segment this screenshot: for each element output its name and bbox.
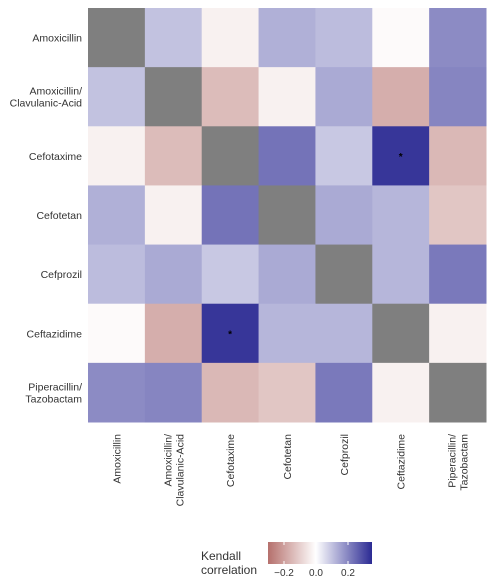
row-label: Cefprozil — [41, 269, 82, 281]
heatmap-cell — [258, 362, 316, 423]
heatmap-cell — [144, 185, 203, 246]
heatmap-cell — [144, 303, 203, 364]
heatmap-cell — [372, 244, 430, 305]
legend-tick-label: 0.2 — [341, 568, 355, 579]
heatmap-cell — [372, 185, 430, 246]
row-label: Amoxicillin/Clavulanic-Acid — [10, 86, 83, 110]
legend-title-line-2: correlation — [201, 563, 257, 577]
heatmap-cell — [144, 126, 203, 186]
column-label: Ceftazidime — [396, 434, 408, 490]
heatmap-cell — [258, 8, 316, 68]
column-label: Cefotaxime — [225, 434, 237, 487]
heatmap-cell — [258, 185, 316, 246]
legend-tick-label: 0.0 — [309, 568, 323, 579]
heatmap-cell — [88, 244, 146, 305]
heatmap-cell — [144, 8, 203, 68]
heatmap-cell — [201, 244, 260, 305]
heatmap-cell — [201, 67, 260, 127]
heatmap-cell — [88, 126, 146, 186]
heatmap-cell — [315, 67, 373, 127]
heatmap-cell — [201, 126, 260, 186]
row-label: Ceftazidime — [27, 328, 83, 340]
heatmap-cell — [315, 303, 373, 364]
heatmap-cell — [88, 185, 146, 246]
legend: Kendall correlation −0.2 0.0 0.2 — [201, 542, 372, 579]
heatmap-cell — [429, 126, 487, 186]
heatmap-cell — [88, 67, 146, 127]
heatmap-cell — [88, 8, 146, 68]
column-label: Piperacillin/Tazobactam — [447, 434, 471, 491]
heatmap-cell — [144, 244, 203, 305]
heatmap-cell — [372, 362, 430, 423]
column-label: Cefprozil — [339, 434, 351, 475]
legend-tick-label: −0.2 — [274, 568, 294, 579]
heatmap-cell — [88, 362, 146, 423]
heatmap-cell — [429, 244, 487, 305]
heatmap-cell — [315, 244, 373, 305]
row-label: Amoxicillin — [32, 33, 82, 45]
heatmap-cell — [201, 185, 260, 246]
heatmap-cell — [372, 126, 430, 186]
heatmap-cell — [429, 303, 487, 364]
column-labels: Amoxicillin Amoxicillin/Clavulanic-Acid Ce… — [111, 434, 470, 507]
column-label: Amoxicillin/Clavulanic-Acid — [162, 434, 186, 507]
heatmap-cell — [144, 67, 203, 127]
heatmap-cell — [144, 362, 203, 423]
heatmap-cell — [315, 362, 373, 423]
column-label: Amoxicillin — [111, 434, 123, 484]
row-labels: Amoxicillin Amoxicillin/Clavulanic-Acid Ce… — [10, 33, 83, 406]
row-label: Cefotetan — [36, 210, 82, 222]
heatmap-cell — [429, 8, 487, 68]
heatmap-cell — [88, 303, 146, 364]
heatmap-cell — [372, 8, 430, 68]
heatmap-cell — [201, 303, 260, 364]
heatmap-cell — [258, 244, 316, 305]
significance-marker: * — [228, 329, 232, 340]
heatmap-cell — [429, 362, 487, 423]
heatmap-cell — [315, 126, 373, 186]
row-label: Piperacillin/Tazobactam — [25, 381, 82, 405]
heatmap-cell — [258, 303, 316, 364]
heatmap-cell — [258, 126, 316, 186]
heatmap-cell — [429, 185, 487, 246]
legend-colorbar — [268, 542, 372, 564]
heatmap-cells: ** — [88, 8, 487, 423]
heatmap-cell — [429, 67, 487, 127]
heatmap-cell — [315, 8, 373, 68]
row-label: Cefotaxime — [29, 151, 82, 163]
heatmap-cell — [201, 362, 260, 423]
legend-ticks: −0.2 0.0 0.2 — [274, 542, 355, 579]
heatmap-cell — [315, 185, 373, 246]
legend-title-line-1: Kendall — [201, 549, 241, 563]
heatmap-cell — [372, 303, 430, 364]
significance-marker: * — [399, 152, 403, 163]
column-label: Cefotetan — [282, 434, 294, 480]
heatmap-cell — [372, 67, 430, 127]
heatmap-cell — [201, 8, 260, 68]
heatmap-cell — [258, 67, 316, 127]
